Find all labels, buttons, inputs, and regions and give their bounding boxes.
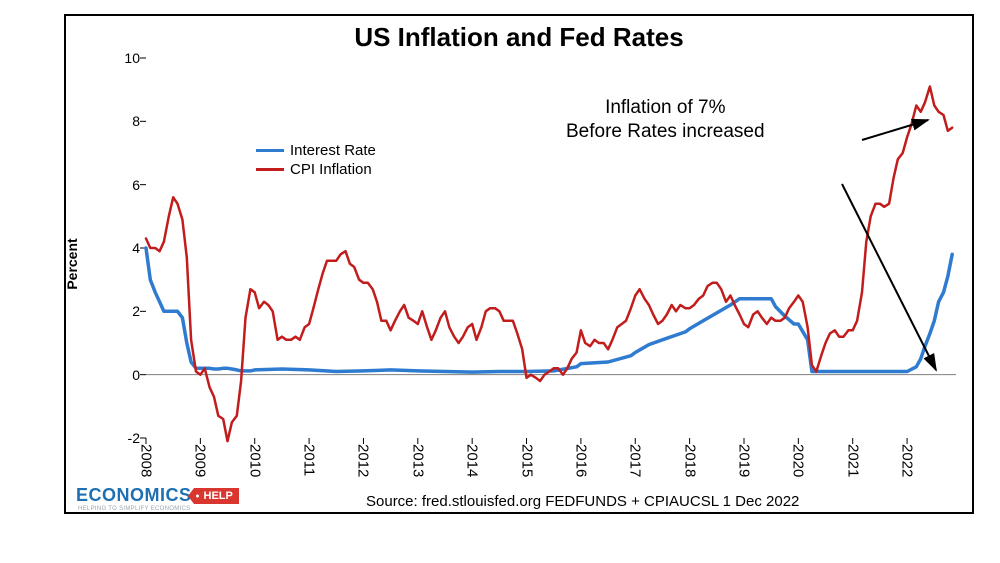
source-text: Source: fred.stlouisfed.org FEDFUNDS + C… [366, 493, 799, 510]
x-tick-label: 2009 [192, 444, 209, 477]
x-tick-label: 2018 [681, 444, 698, 477]
legend-swatch [256, 149, 284, 152]
logo-subtitle: HELPING TO SIMPLIFY ECONOMICS [78, 506, 190, 512]
x-tick-label: 2008 [138, 444, 155, 477]
y-axis-label: Percent [64, 238, 80, 289]
legend: Interest Rate CPI Inflation [256, 140, 376, 180]
x-tick-label: 2017 [627, 444, 644, 477]
y-tick-label: 0 [132, 367, 140, 383]
y-tick-label: 4 [132, 240, 140, 256]
logo-word: ECONOMICS [76, 485, 192, 506]
y-tick-label: 6 [132, 177, 140, 193]
plot-svg [146, 58, 956, 438]
x-tick-label: 2020 [790, 444, 807, 477]
legend-item: Interest Rate [256, 142, 376, 159]
chart-title: US Inflation and Fed Rates [66, 22, 972, 53]
y-tick-label: 8 [132, 113, 140, 129]
x-tick-label: 2016 [572, 444, 589, 477]
x-tick-label: 2019 [735, 444, 752, 477]
x-tick-label: 2022 [899, 444, 916, 477]
x-tick-label: 2021 [844, 444, 861, 477]
logo: ECONOMICS HELP [76, 485, 239, 506]
legend-swatch [256, 168, 284, 171]
plot-area: -202468102008200920102011201220132014201… [146, 58, 956, 438]
y-tick-label: 2 [132, 303, 140, 319]
x-tick-label: 2013 [409, 444, 426, 477]
x-tick-label: 2014 [464, 444, 481, 477]
legend-label: CPI Inflation [290, 161, 372, 178]
legend-item: CPI Inflation [256, 161, 376, 178]
x-tick-label: 2012 [355, 444, 372, 477]
x-tick-label: 2010 [246, 444, 263, 477]
annotation-text: Inflation of 7%Before Rates increased [566, 96, 765, 144]
y-tick-label: 10 [124, 50, 140, 66]
chart-frame: US Inflation and Fed Rates Percent -2024… [64, 14, 974, 514]
x-tick-label: 2011 [301, 444, 318, 476]
x-tick-label: 2015 [518, 444, 535, 477]
legend-label: Interest Rate [290, 142, 376, 159]
logo-tag: HELP [194, 488, 239, 504]
